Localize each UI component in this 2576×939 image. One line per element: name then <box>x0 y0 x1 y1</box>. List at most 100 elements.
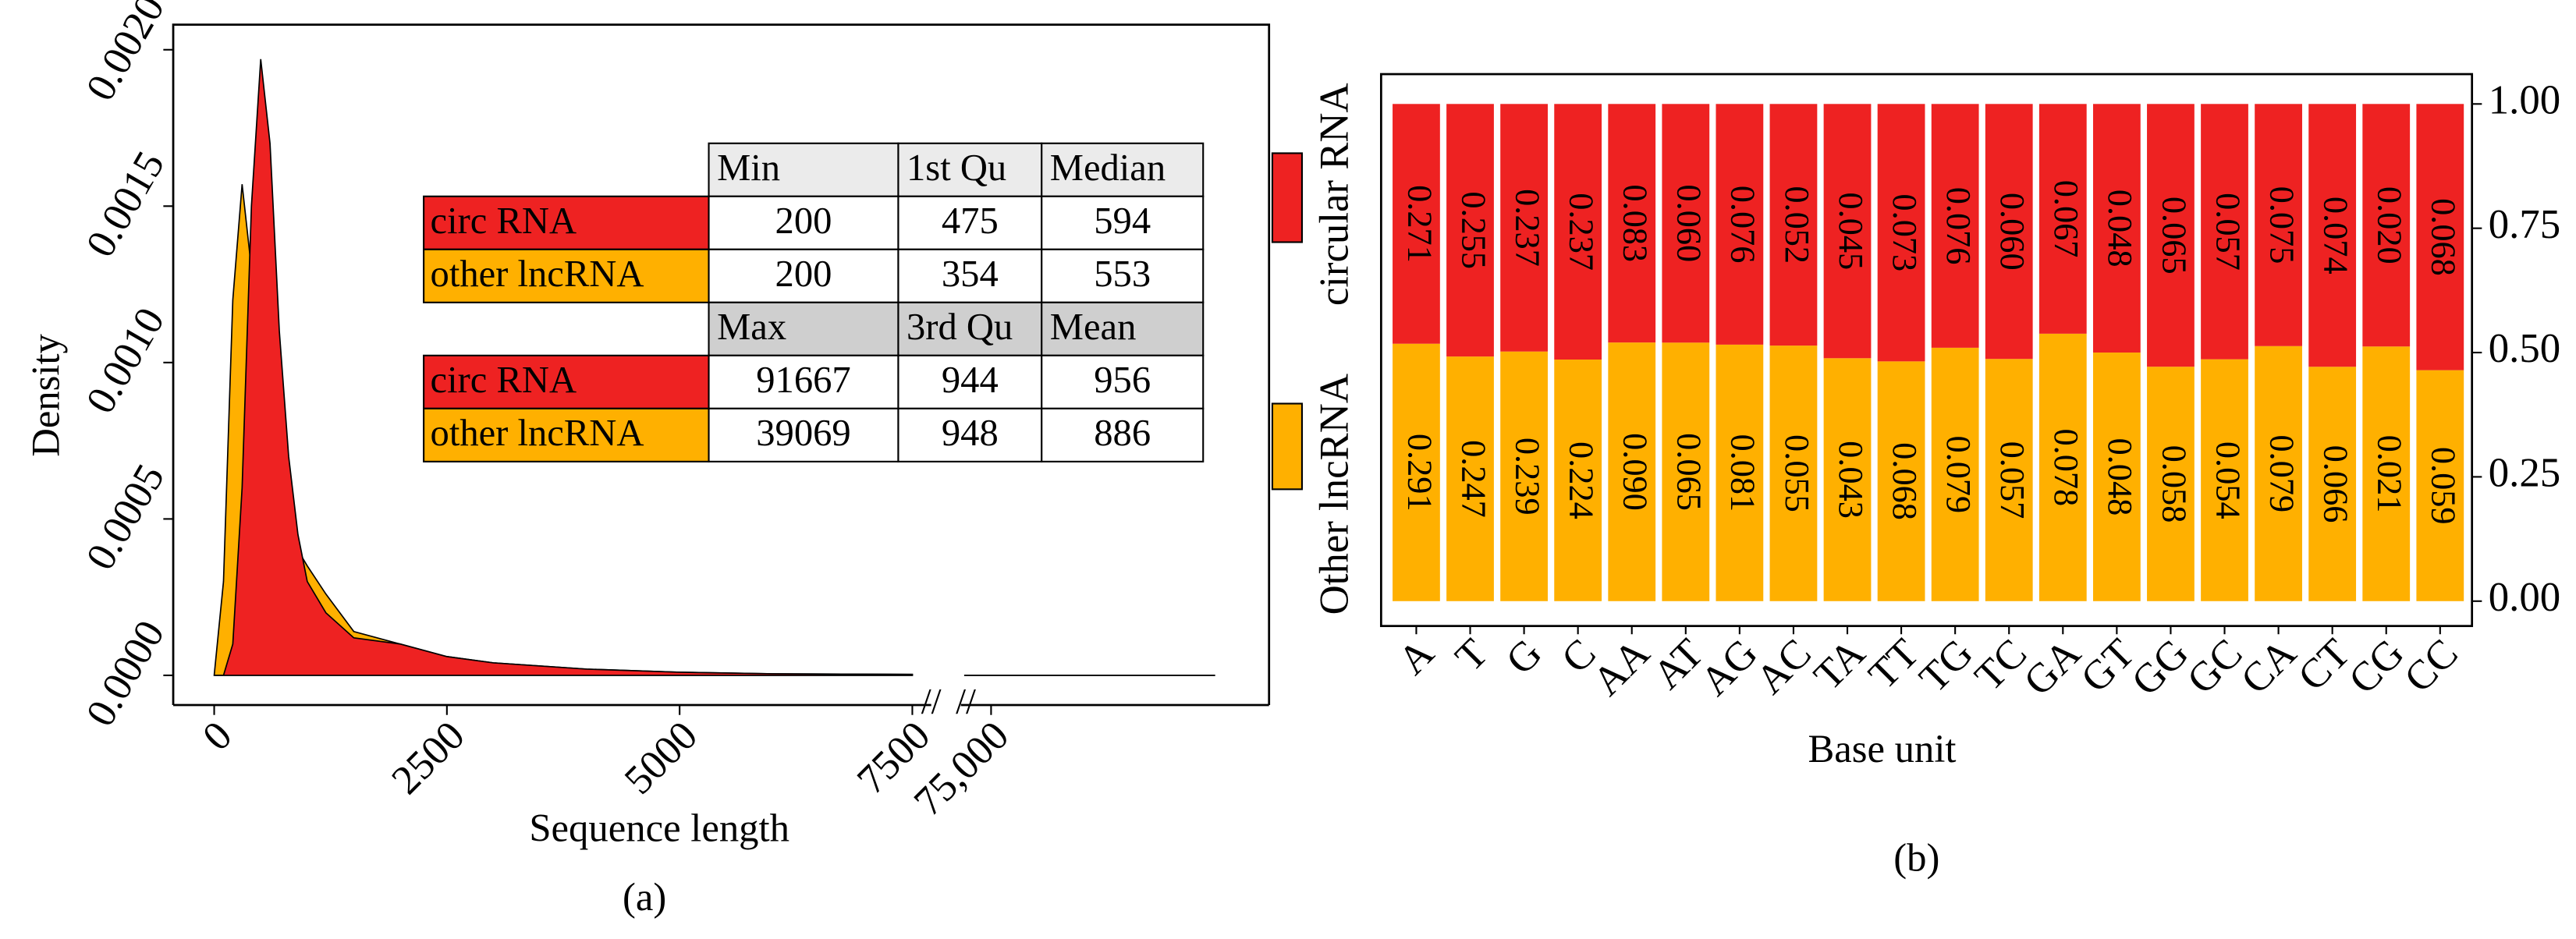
data-label: 0.020 <box>2371 186 2410 264</box>
bar-segment <box>2038 333 2087 601</box>
table-value: 944 <box>942 359 999 401</box>
data-label: 0.090 <box>1616 433 1655 511</box>
bar-segment <box>1393 104 1440 344</box>
bar-segment <box>1554 104 1602 360</box>
data-label: 0.074 <box>2316 197 2355 275</box>
table-value: 553 <box>1094 253 1151 295</box>
data-label: 0.075 <box>2262 186 2301 264</box>
y-tick-label: 0.0020 <box>77 0 173 108</box>
legend-label: circular RNA <box>1312 83 1357 306</box>
data-label: 0.057 <box>1993 441 2032 519</box>
data-label: 0.224 <box>1562 441 1601 519</box>
data-label: 0.054 <box>2209 441 2248 519</box>
bar-segment <box>2362 104 2411 347</box>
table-cell <box>897 354 1043 409</box>
bar-segment <box>2201 104 2248 360</box>
data-label: 0.059 <box>2425 447 2464 525</box>
bar-segment <box>1823 104 1872 359</box>
legend-swatch <box>1271 402 1304 491</box>
bar-segment <box>1662 104 1710 343</box>
table-cell <box>1041 195 1205 250</box>
data-label: 0.073 <box>1886 193 1925 271</box>
bar-segment <box>1500 104 1548 352</box>
bar-segment <box>1446 356 1494 601</box>
legend-label: other lncRNA <box>431 412 644 454</box>
y-tick-label: 0.00 <box>2489 575 2560 620</box>
data-label: 0.255 <box>1454 191 1493 269</box>
table-cell <box>1041 354 1205 409</box>
bar-segment <box>2092 104 2141 353</box>
bar-segment <box>2362 346 2411 601</box>
table-cell <box>708 248 899 303</box>
table-cell <box>708 354 899 409</box>
table-value: 39069 <box>756 412 850 454</box>
bar-segment <box>1662 342 1710 601</box>
legend-label: circ RNA <box>431 200 577 242</box>
bar-segment <box>2201 359 2248 601</box>
x-tick-label: CC <box>2396 630 2467 701</box>
bar-segment <box>1446 104 1494 357</box>
table-header: Mean <box>1050 306 1137 348</box>
axis-break: // <box>956 682 976 722</box>
plot-frame <box>172 23 1271 706</box>
data-label: 0.060 <box>1993 193 2032 271</box>
legend-label: other lncRNA <box>431 253 644 295</box>
table-header-cell <box>897 301 1043 356</box>
y-tick-label: 0.0010 <box>77 300 173 421</box>
table-value: 200 <box>775 253 832 295</box>
bar-segment <box>2416 104 2464 370</box>
data-label: 0.237 <box>1562 193 1601 271</box>
bar-segment <box>1877 361 1925 601</box>
data-label: 0.067 <box>2047 180 2086 258</box>
bar-segment <box>2038 104 2087 334</box>
bar-segment <box>1608 342 1656 601</box>
data-label: 0.055 <box>1778 434 1817 512</box>
axis-break: // <box>921 682 942 722</box>
table-cell <box>897 195 1043 250</box>
data-label: 0.081 <box>1724 434 1763 512</box>
table-value: 354 <box>942 253 999 295</box>
data-label: 0.271 <box>1400 185 1439 263</box>
data-label: 0.060 <box>1670 184 1709 262</box>
data-label: 0.076 <box>1724 186 1763 264</box>
data-label: 0.239 <box>1508 438 1547 516</box>
bar-segment <box>1985 104 2033 360</box>
data-label: 0.052 <box>1778 186 1817 264</box>
data-label: 0.247 <box>1454 440 1493 518</box>
table-header: 3rd Qu <box>907 306 1013 348</box>
x-tick-label: G <box>1498 630 1551 683</box>
bar-segment <box>2255 345 2302 601</box>
table-header: Max <box>717 306 786 348</box>
data-label: 0.079 <box>2262 434 2301 512</box>
caption: (a) <box>623 875 666 919</box>
bar-segment <box>1877 104 1925 362</box>
x-tick-label: T <box>1447 630 1497 680</box>
data-label: 0.068 <box>1886 442 1925 520</box>
legend-label: circ RNA <box>431 359 577 401</box>
x-tick-label: 5000 <box>616 713 706 803</box>
bar-segment <box>1608 104 1656 343</box>
bar-segment <box>1554 360 1602 601</box>
bar-segment <box>1985 359 2033 601</box>
table-header: Min <box>717 147 780 189</box>
table-header-cell <box>708 142 899 197</box>
bar-segment <box>1823 358 1872 601</box>
bar-segment <box>2308 367 2357 601</box>
data-label: 0.045 <box>1832 192 1871 270</box>
data-label: 0.083 <box>1616 184 1655 262</box>
bar-segment <box>1716 344 1764 601</box>
caption: (b) <box>1893 835 1939 879</box>
data-label: 0.291 <box>1400 434 1439 512</box>
table-cell <box>1041 248 1205 303</box>
table-header: Median <box>1050 147 1166 189</box>
table-value: 886 <box>1094 412 1151 454</box>
bar-segment <box>2147 367 2195 601</box>
data-label: 0.237 <box>1508 189 1547 267</box>
legend-label: Other lncRNA <box>1312 374 1357 615</box>
table-header-cell <box>708 301 899 356</box>
table-row-label-cell <box>423 195 710 250</box>
table-header: 1st Qu <box>907 147 1006 189</box>
data-label: 0.078 <box>2047 428 2086 506</box>
table-row-label-cell <box>423 248 710 303</box>
